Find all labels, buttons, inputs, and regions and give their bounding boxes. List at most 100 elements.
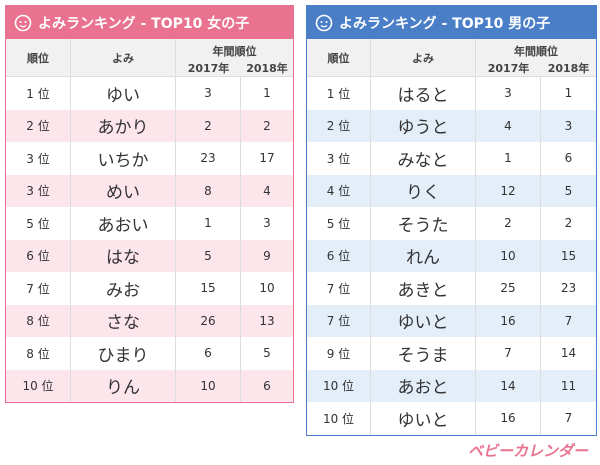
cell: 12 xyxy=(476,174,541,207)
title: よみランキング - TOP10 男の子 xyxy=(339,15,551,32)
cell: めい xyxy=(71,174,176,207)
table-row: 5 位そうた 2 2 xyxy=(307,207,596,240)
cell: 13 xyxy=(259,313,275,328)
header-cell: 2018年 xyxy=(246,61,288,75)
cell: 7 xyxy=(564,411,573,426)
cell: 1 位 xyxy=(307,77,371,110)
header-group: 年間順位 2017年 2018年 xyxy=(476,39,596,76)
cell: 8 位 xyxy=(6,304,71,337)
cell: あおい xyxy=(71,207,176,240)
girls-table: よみランキング - TOP10 女の子 順位 よみ 年間順位 2017年 2018年 1 位… xyxy=(5,5,294,403)
header-cell: 順位 xyxy=(6,39,71,76)
cell: あおと xyxy=(371,369,476,402)
table-row: 7 位みお 15 10 xyxy=(6,272,293,305)
cell: はな xyxy=(71,239,176,272)
cell: 7 位 xyxy=(307,272,371,305)
cell: りん xyxy=(71,369,176,402)
table-row: 2 位あかり 2 2 xyxy=(6,109,293,142)
header-cell: よみ xyxy=(371,39,476,76)
header-cell: 2017年 xyxy=(187,61,230,75)
header-cell: 順位 xyxy=(307,39,371,76)
cell: 6 位 xyxy=(307,239,371,272)
cell: 3 位 xyxy=(6,142,71,175)
header-cell: 年間順位 xyxy=(514,45,558,58)
cell: 26 xyxy=(176,304,241,337)
cell: 4 位 xyxy=(307,174,371,207)
title: よみランキング - TOP10 女の子 xyxy=(38,15,250,32)
boys-table: よみランキング - TOP10 男の子 順位 よみ 年間順位 2017年 2018年 1 位… xyxy=(306,5,597,436)
table-row: 8 位さな 26 13 xyxy=(6,304,293,337)
cell: さな xyxy=(71,304,176,337)
table-row: 8 位ひまり 6 5 xyxy=(6,337,293,370)
cell: みなと xyxy=(371,142,476,175)
header-row: 順位 よみ 年間順位 2017年 2018年 xyxy=(6,39,293,77)
cell: 10 位 xyxy=(307,402,371,435)
cell: いちか xyxy=(71,142,176,175)
cell: 25 xyxy=(476,272,541,305)
logo: ベビーカレンダー xyxy=(467,442,588,460)
cell: 6 xyxy=(176,337,241,370)
cell: 16 xyxy=(476,402,541,435)
cell: 11 xyxy=(560,378,577,393)
cell: 3 xyxy=(564,118,573,133)
cell: 1 xyxy=(176,207,241,240)
table-row: 2 位ゆうと 4 3 xyxy=(307,109,596,142)
cell: 5 位 xyxy=(6,207,71,240)
cell: ゆうと xyxy=(371,109,476,142)
cell: 2 xyxy=(564,216,573,231)
cell: 3 xyxy=(476,77,541,110)
cell: ひまり xyxy=(71,337,176,370)
cell: 2 位 xyxy=(307,109,371,142)
cell: 23 xyxy=(560,281,577,296)
cell: 7 xyxy=(476,337,541,370)
cell: りく xyxy=(371,174,476,207)
table-row: 1 位ゆい 3 1 xyxy=(6,77,293,110)
cell: そうま xyxy=(371,337,476,370)
header-cell: よみ xyxy=(71,39,176,76)
cell: 1 xyxy=(476,142,541,175)
cell: みお xyxy=(71,272,176,305)
header-group: 年間順位 2017年 2018年 xyxy=(176,39,293,76)
table-row: 10 位あおと 14 11 xyxy=(307,369,596,402)
header-cell: 2017年 xyxy=(487,61,530,75)
table-row: 3 位みなと 1 6 xyxy=(307,142,596,175)
cell: 16 xyxy=(476,304,541,337)
table-row: 4 位りく 12 5 xyxy=(307,174,596,207)
cell: ゆいと xyxy=(371,304,476,337)
cell: 7 位 xyxy=(307,304,371,337)
table-row: 6 位れん 10 15 xyxy=(307,239,596,272)
cell: 7 xyxy=(564,313,573,328)
cell: 10 xyxy=(476,239,541,272)
cell: 2 xyxy=(176,109,241,142)
title-bar: よみランキング - TOP10 男の子 xyxy=(307,6,596,39)
header-sub: 2017年 2018年 xyxy=(176,59,293,76)
cell: 9 xyxy=(263,248,271,263)
table-row: 9 位そうま 7 14 xyxy=(307,337,596,370)
cell: 23 xyxy=(176,142,241,175)
cell: 14 xyxy=(476,369,541,402)
cell: 17 xyxy=(259,151,275,166)
cell: 8 位 xyxy=(6,337,71,370)
face-icon xyxy=(315,14,333,31)
cell: 10 xyxy=(259,281,275,296)
cell: 3 xyxy=(263,216,271,231)
cell: 9 位 xyxy=(307,337,371,370)
cell: 3 xyxy=(176,77,241,110)
table-row: 7 位ゆいと 16 7 xyxy=(307,304,596,337)
cell: 7 位 xyxy=(6,272,71,305)
title-bar: よみランキング - TOP10 女の子 xyxy=(6,6,293,39)
header-sub: 2017年 2018年 xyxy=(476,59,596,76)
cell: 6 位 xyxy=(6,239,71,272)
face-icon xyxy=(14,14,32,31)
cell: 2 xyxy=(263,118,271,133)
cell: 6 xyxy=(564,151,573,166)
cell: 10 位 xyxy=(6,369,71,402)
cell: 4 xyxy=(476,109,541,142)
table-row: 10 位ゆいと 16 7 xyxy=(307,402,596,435)
cell: 5 xyxy=(564,183,573,198)
cell: あきと xyxy=(371,272,476,305)
cell: 5 xyxy=(176,239,241,272)
table-row: 10 位りん 10 6 xyxy=(6,369,293,402)
cell: 10 位 xyxy=(307,369,371,402)
